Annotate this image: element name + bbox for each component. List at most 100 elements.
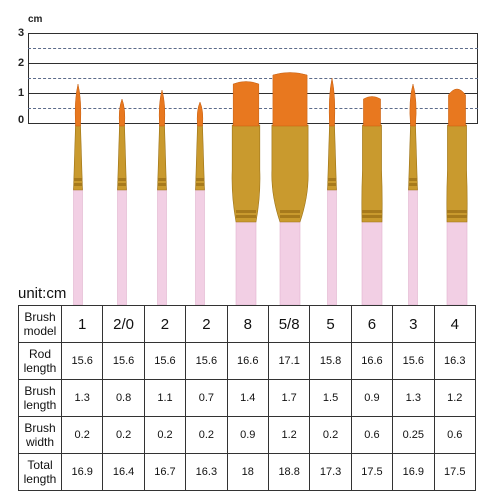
brush-handle (157, 187, 167, 306)
brush-ferrule-ring (236, 215, 256, 218)
brush-handle (408, 187, 418, 306)
ruler-line-3cm (28, 33, 478, 34)
brush-ferrule-ring (195, 183, 205, 186)
brush-ferrule-ring (362, 215, 382, 218)
brush-length-cell: 1.3 (60, 379, 104, 417)
ruler-unit-label: cm (28, 14, 43, 25)
brush-length-cell: 1.2 (433, 379, 477, 417)
brush-ferrule-ring (280, 210, 300, 213)
brush-width-cell: 0.2 (143, 416, 187, 454)
ruler-tick-3: 3 (18, 27, 25, 39)
row-header-rod-length: Rod length (18, 342, 62, 380)
brush-bristles (363, 96, 381, 127)
brush-ferrule-ring (73, 178, 83, 181)
brush-bristles (448, 88, 466, 127)
brush-bristles (232, 81, 260, 127)
total-length-cell: 16.4 (102, 453, 145, 491)
row-header-total-length: Total length (18, 453, 62, 491)
brush-bristles (196, 101, 204, 127)
model-cell: 3 (392, 305, 435, 343)
total-length-cell: 17.5 (433, 453, 477, 491)
brush-ferrule-ring (195, 178, 205, 181)
row-total-length: Total length 16.9 16.4 16.7 16.3 18 18.8… (18, 453, 477, 491)
rod-length-cell: 17.1 (267, 342, 311, 380)
rod-length-cell: 16.6 (350, 342, 394, 380)
brush-set-image (73, 72, 468, 306)
ruler-tick-1: 1 (18, 87, 25, 99)
brush-ferrule-ring (408, 183, 418, 186)
brush-bristles (272, 72, 308, 127)
brush-ferrule-ring (117, 178, 127, 181)
model-cell: 2/0 (102, 305, 145, 343)
total-length-cell: 16.7 (143, 453, 187, 491)
brush-handle (361, 219, 383, 306)
brush-length-cell: 0.7 (185, 379, 228, 417)
brush-ferrule-ring (157, 178, 167, 181)
model-cell: 4 (433, 305, 477, 343)
model-cell: 2 (185, 305, 228, 343)
brush-bristles (409, 83, 417, 127)
total-length-cell: 16.3 (185, 453, 228, 491)
brush-bristles (74, 83, 82, 127)
brush-width-cell: 0.9 (226, 416, 269, 454)
brush-ferrule (231, 124, 261, 223)
brush-length-cell: 1.3 (392, 379, 435, 417)
brush-bristles (328, 77, 336, 127)
total-length-cell: 16.9 (392, 453, 435, 491)
brush-length-cell: 1.5 (309, 379, 352, 417)
brush-handle (73, 187, 83, 306)
brush-handle (235, 219, 257, 306)
brush-ferrule-ring (362, 210, 382, 213)
brush-length-cell: 1.1 (143, 379, 187, 417)
model-cell: 6 (350, 305, 394, 343)
model-cell: 5/8 (267, 305, 311, 343)
brush-width-cell: 0.2 (102, 416, 145, 454)
brush-bristles (118, 98, 126, 127)
rod-length-cell: 15.6 (392, 342, 435, 380)
brush-ferrule-ring (327, 183, 337, 186)
rod-length-cell: 15.6 (60, 342, 104, 380)
brush-handle (279, 219, 301, 306)
brush-ferrule-ring (157, 183, 167, 186)
row-rod-length: Rod length 15.6 15.6 15.6 15.6 16.6 17.1… (18, 342, 477, 380)
rod-length-cell: 16.6 (226, 342, 269, 380)
brush-width-cell: 0.2 (309, 416, 352, 454)
brush-spec-table: Brush model 1 2/0 2 2 8 5/8 5 6 3 4 Rod … (18, 305, 477, 491)
ruler-tick-2: 2 (18, 57, 25, 69)
brush-ferrule-ring (280, 215, 300, 218)
ruler-line-2-5cm (28, 48, 478, 49)
total-length-cell: 17.3 (309, 453, 352, 491)
ruler-line-1-5cm (28, 78, 478, 79)
row-brush-model: Brush model 1 2/0 2 2 8 5/8 5 6 3 4 (18, 305, 477, 343)
model-cell: 1 (60, 305, 104, 343)
brush-handle (195, 187, 205, 306)
brush-bristles (158, 89, 166, 127)
brush-width-cell: 0.2 (60, 416, 104, 454)
ruler-line-2cm (28, 63, 478, 64)
brush-length-cell: 0.9 (350, 379, 394, 417)
brush-length-cell: 1.4 (226, 379, 269, 417)
brush-ferrule-ring (408, 178, 418, 181)
row-brush-width: Brush width 0.2 0.2 0.2 0.2 0.9 1.2 0.2 … (18, 416, 477, 454)
brush-width-cell: 0.6 (433, 416, 477, 454)
total-length-cell: 16.9 (60, 453, 104, 491)
brush-width-cell: 1.2 (267, 416, 311, 454)
row-header-brush-length: Brush length (18, 379, 62, 417)
brush-ferrule (446, 124, 468, 223)
brush-ferrule-ring (447, 215, 467, 218)
row-header-brush-width: Brush width (18, 416, 62, 454)
unit-label: unit:cm (18, 285, 67, 302)
brush-ferrule-ring (327, 178, 337, 181)
total-length-cell: 18.8 (267, 453, 311, 491)
row-header-brush-model: Brush model (18, 305, 62, 343)
brush-ferrule-ring (447, 210, 467, 213)
brush-handle (327, 187, 337, 306)
brush-ferrule (361, 124, 383, 223)
brush-ferrule-ring (73, 183, 83, 186)
rod-length-cell: 15.8 (309, 342, 352, 380)
total-length-cell: 17.5 (350, 453, 394, 491)
brush-handle (446, 219, 468, 306)
brush-width-cell: 0.2 (185, 416, 228, 454)
rod-length-cell: 15.6 (102, 342, 145, 380)
brush-ferrule (271, 124, 309, 223)
